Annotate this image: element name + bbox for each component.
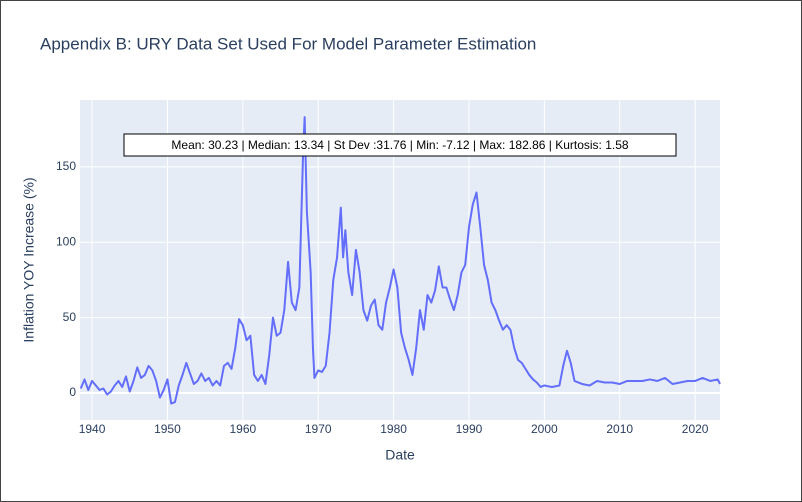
- x-tick-label: 1950: [154, 422, 181, 436]
- annotation: Mean: 30.23 | Median: 13.34 | St Dev :31…: [171, 138, 628, 152]
- y-tick-label: 0: [69, 385, 76, 399]
- line: [79, 116, 721, 405]
- annotation-box: [123, 133, 677, 157]
- x-tick-label: 1960: [229, 422, 256, 436]
- y-tick-label: 150: [56, 159, 76, 173]
- x-axis-label: Date: [385, 447, 415, 463]
- x-tick-label: 2000: [531, 422, 558, 436]
- y-tick-label: 50: [63, 310, 77, 324]
- marks: [79, 116, 721, 405]
- y-axis-label: Inflation YOY Increase (%): [21, 177, 37, 342]
- x-tick-label: 2020: [682, 422, 709, 436]
- x-tick-label: 1970: [305, 422, 332, 436]
- y-tick-label: 100: [56, 234, 76, 248]
- x-tick-label: 1940: [79, 422, 106, 436]
- chart-title: Appendix B: URY Data Set Used For Model …: [40, 34, 536, 53]
- x-tick-label: 2010: [606, 422, 633, 436]
- x-tick-label: 1990: [456, 422, 483, 436]
- x-tick-label: 1980: [380, 422, 407, 436]
